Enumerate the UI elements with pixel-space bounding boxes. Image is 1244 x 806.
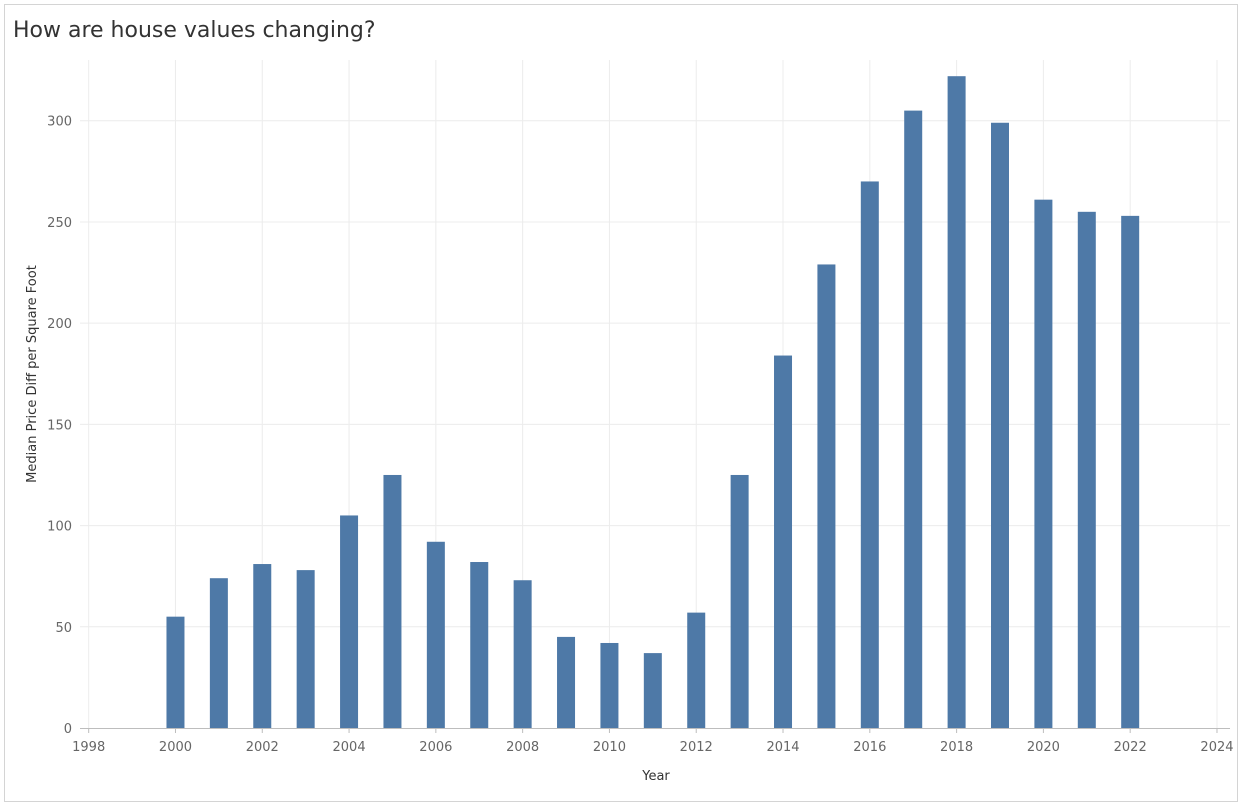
x-tick-label: 2018 [940, 740, 973, 755]
bar-2017[interactable]: 2017: 305 [904, 110, 923, 728]
y-tick-label: 150 [47, 418, 72, 433]
bar-2010[interactable]: 2010: 42 [600, 642, 619, 728]
x-tick-label: 2016 [853, 740, 886, 755]
y-tick-label: 300 [47, 115, 72, 130]
bar-2016[interactable]: 2016: 270 [860, 181, 879, 729]
y-axis-label: Median Price Diff per Square Foot [25, 265, 40, 483]
bar-2012[interactable]: 2012: 57 [687, 612, 706, 728]
x-tick-label: 2006 [419, 740, 452, 755]
bar-2007[interactable]: 2007: 82 [470, 562, 489, 728]
bar-2015[interactable]: 2015: 229 [817, 264, 836, 728]
bar-2013[interactable]: 2013: 125 [730, 474, 749, 728]
x-tick-label: 2002 [246, 740, 279, 755]
chart-frame [4, 4, 1238, 802]
bar-2018[interactable]: 2018: 322 [947, 76, 966, 728]
bar-2000[interactable]: 2000: 55 [166, 616, 185, 728]
bar-2022[interactable]: 2022: 253 [1121, 215, 1140, 728]
x-tick-label: 2010 [593, 740, 626, 755]
bar-2008[interactable]: 2008: 73 [513, 580, 532, 728]
bar-2019[interactable]: 2019: 299 [991, 122, 1009, 728]
x-tick-label: 2014 [766, 740, 799, 755]
y-tick-label: 250 [47, 216, 72, 231]
x-tick-label: 2004 [333, 740, 366, 755]
x-tick-label: 2022 [1114, 740, 1147, 755]
y-tick-label: 200 [47, 317, 72, 332]
bar-2005[interactable]: 2005: 125 [383, 474, 402, 728]
tick-labels: 1998 2000 2002 2004 2006 2008 2010 2012 2014 2016… [47, 115, 1233, 755]
bar-2004[interactable]: 2004: 105 [340, 515, 359, 728]
bar-2011[interactable]: 2011: 37 [643, 653, 662, 728]
bar-2003[interactable]: 2003: 78 [296, 570, 315, 728]
x-tick-label: 2008 [506, 740, 539, 755]
x-tick-label: 1998 [72, 740, 105, 755]
bar-2001[interactable]: 2001: 74 [209, 578, 228, 728]
bar-2014[interactable]: 2014: 184 [774, 355, 793, 728]
bars: 2000: 55 2001: 74 2002: 81 2003: 78 2004: 10… [166, 76, 1140, 729]
x-axis-label: Year [641, 769, 670, 784]
y-tick-label: 0 [64, 722, 72, 737]
bar-2006[interactable]: 2006: 92 [426, 541, 445, 728]
y-tick-label: 50 [55, 621, 72, 636]
bar-2020[interactable]: 2020: 261 [1034, 199, 1053, 728]
bar-2009[interactable]: 2009: 45 [557, 636, 576, 728]
grid-lines [80, 60, 1230, 728]
bar-2002[interactable]: 2002: 81 [253, 564, 272, 728]
chart-title: How are house values changing? [13, 18, 376, 43]
axes [80, 728, 1230, 733]
bar-2021[interactable]: 2021: 255 [1077, 211, 1096, 728]
x-tick-label: 2012 [680, 740, 713, 755]
y-tick-label: 100 [47, 520, 72, 535]
x-tick-label: 2000 [159, 740, 192, 755]
x-tick-label: 2020 [1027, 740, 1060, 755]
x-tick-label: 2024 [1200, 740, 1233, 755]
